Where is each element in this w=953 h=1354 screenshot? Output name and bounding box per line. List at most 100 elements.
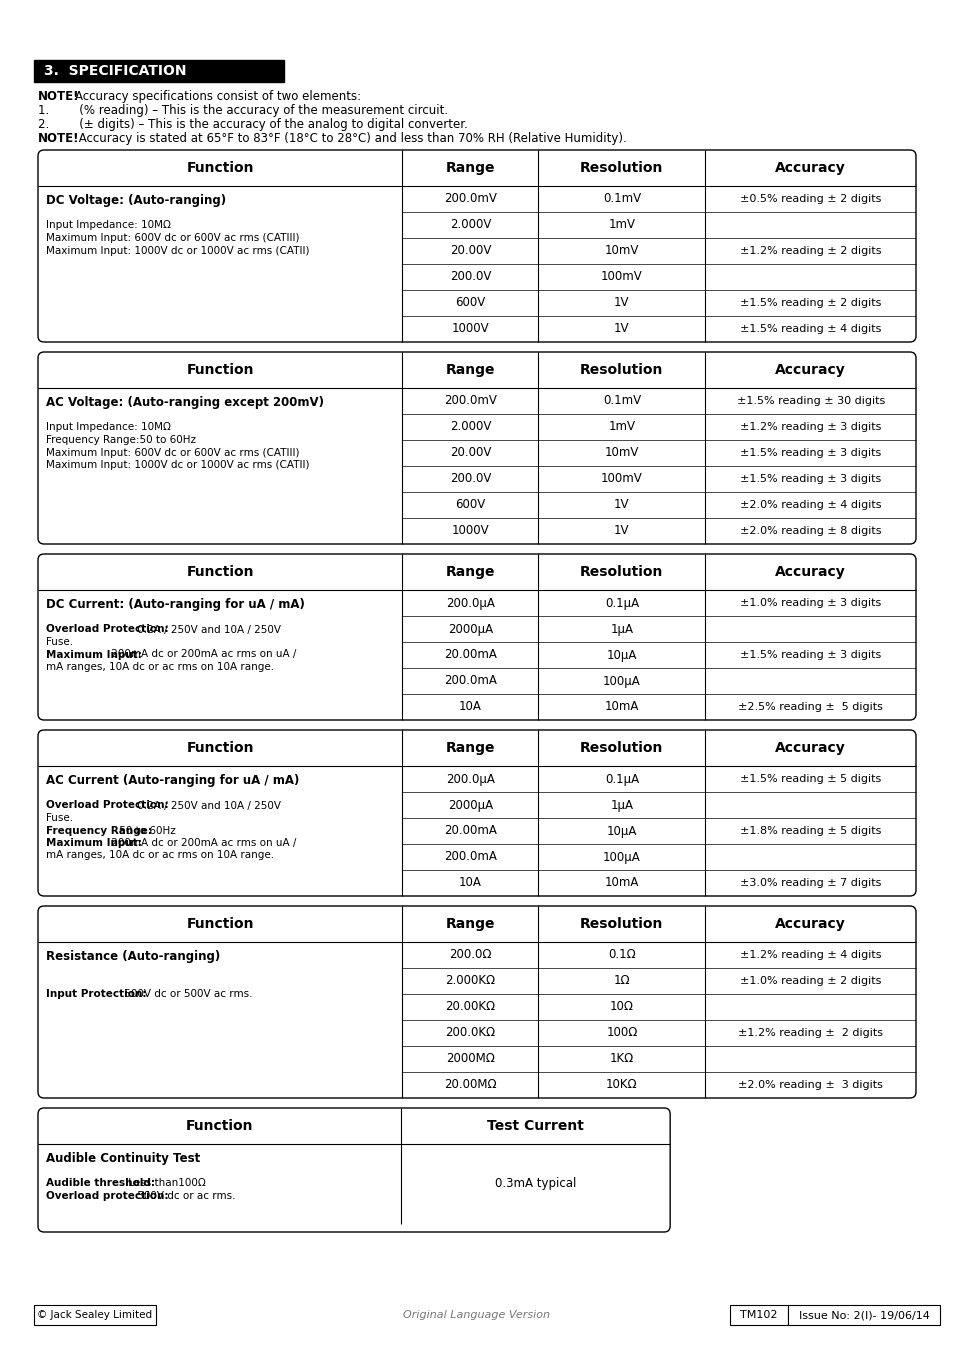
Text: 0.1μA: 0.1μA [604,597,639,609]
Text: 200.0V: 200.0V [449,473,491,486]
Text: 20.00V: 20.00V [449,447,491,459]
Bar [34,60,284,83]
Text: 1V: 1V [614,297,629,310]
Text: DC Current: (Auto-ranging for uA / mA): DC Current: (Auto-ranging for uA / mA) [46,598,305,611]
Text: Accuracy is stated at 65°F to 83°F (18°C to 28°C) and less than 70% RH (Relative: Accuracy is stated at 65°F to 83°F (18°C… [75,131,626,145]
Text: 200.0V: 200.0V [449,271,491,283]
Bar [787,1305,939,1326]
Text: 2.000KΩ: 2.000KΩ [445,975,495,987]
Text: Resolution: Resolution [579,363,663,376]
Text: 0.1Ω: 0.1Ω [607,949,635,961]
Text: 10A: 10A [458,876,481,890]
Text: Less than100Ω: Less than100Ω [125,1178,206,1189]
Text: 100Ω: 100Ω [605,1026,637,1040]
Text: 1mV: 1mV [608,218,635,232]
Text: Maximum Input: 600V dc or 600V ac rms (CATIII): Maximum Input: 600V dc or 600V ac rms (C… [46,233,299,242]
Text: 10μA: 10μA [606,649,637,662]
Text: ±2.0% reading ±  3 digits: ±2.0% reading ± 3 digits [738,1080,882,1090]
Text: 20.00V: 20.00V [449,245,491,257]
Text: Input Impedance: 10MΩ: Input Impedance: 10MΩ [46,221,171,230]
Text: Accuracy: Accuracy [775,161,845,175]
Text: 3.  SPECIFICATION: 3. SPECIFICATION [44,64,186,79]
FancyBboxPatch shape [38,352,915,544]
Text: 1μA: 1μA [610,799,633,811]
Text: Original Language Version: Original Language Version [403,1311,550,1320]
Text: Fuse.: Fuse. [46,812,73,823]
Text: 0.2A / 250V and 10A / 250V: 0.2A / 250V and 10A / 250V [133,800,281,811]
Text: Maximum Input: 1000V dc or 1000V ac rms (CATII): Maximum Input: 1000V dc or 1000V ac rms … [46,245,309,256]
Text: Frequency Range:: Frequency Range: [46,826,152,835]
Text: ±1.5% reading ± 3 digits: ±1.5% reading ± 3 digits [740,448,881,458]
Text: 200.0mA: 200.0mA [443,850,497,864]
Text: 200.0mV: 200.0mV [443,192,497,206]
FancyBboxPatch shape [38,730,915,896]
Text: ±2.0% reading ± 4 digits: ±2.0% reading ± 4 digits [740,500,881,510]
Text: 0.2A / 250V and 10A / 250V: 0.2A / 250V and 10A / 250V [133,624,281,635]
Text: 200mA dc or 200mA ac rms on uA /: 200mA dc or 200mA ac rms on uA / [108,650,295,659]
Text: 500V dc or 500V ac rms.: 500V dc or 500V ac rms. [121,988,252,999]
Text: Issue No: 2(I)- 19/06/14: Issue No: 2(I)- 19/06/14 [798,1311,928,1320]
Text: ±3.0% reading ± 7 digits: ±3.0% reading ± 7 digits [740,877,881,888]
Text: Overload Protection:: Overload Protection: [46,624,169,635]
Text: Range: Range [445,363,495,376]
Text: Function: Function [186,363,253,376]
Text: Overload Protection:: Overload Protection: [46,800,169,811]
Text: Range: Range [445,161,495,175]
Text: Maximum Input: 1000V dc or 1000V ac rms (CATII): Maximum Input: 1000V dc or 1000V ac rms … [46,460,309,470]
Text: 200.0KΩ: 200.0KΩ [445,1026,495,1040]
Text: NOTE!: NOTE! [38,89,79,103]
FancyBboxPatch shape [38,150,915,343]
Text: 1mV: 1mV [608,421,635,433]
Text: Function: Function [186,1118,253,1133]
Text: Accuracy specifications consist of two elements:: Accuracy specifications consist of two e… [75,89,361,103]
Text: 1Ω: 1Ω [613,975,630,987]
Text: 2.000V: 2.000V [449,421,491,433]
Text: mA ranges, 10A dc or ac rms on 10A range.: mA ranges, 10A dc or ac rms on 10A range… [46,662,274,672]
Text: mA ranges, 10A dc or ac rms on 10A range.: mA ranges, 10A dc or ac rms on 10A range… [46,850,274,861]
Text: NOTE!: NOTE! [38,131,79,145]
Text: Accuracy: Accuracy [775,741,845,756]
Text: ±1.0% reading ± 3 digits: ±1.0% reading ± 3 digits [740,598,881,608]
Text: ±1.5% reading ± 30 digits: ±1.5% reading ± 30 digits [736,395,883,406]
Text: ±1.2% reading ± 3 digits: ±1.2% reading ± 3 digits [740,422,881,432]
Bar [729,1305,787,1326]
Text: 0.1μA: 0.1μA [604,773,639,785]
Text: 200.0mV: 200.0mV [443,394,497,408]
Text: Maximum Input:: Maximum Input: [46,838,142,848]
Text: 10mA: 10mA [604,700,639,714]
FancyBboxPatch shape [38,554,915,720]
Text: 1000V: 1000V [451,524,489,538]
Text: ±1.5% reading ± 4 digits: ±1.5% reading ± 4 digits [740,324,881,334]
Text: 1000V: 1000V [451,322,489,336]
Text: 200.0μA: 200.0μA [445,773,495,785]
Text: 1V: 1V [614,498,629,512]
Text: ±1.5% reading ± 2 digits: ±1.5% reading ± 2 digits [740,298,881,307]
Text: Fuse.: Fuse. [46,636,73,647]
Text: Function: Function [186,741,253,756]
Text: ±0.5% reading ± 2 digits: ±0.5% reading ± 2 digits [740,194,881,204]
Text: Resistance (Auto-ranging): Resistance (Auto-ranging) [46,951,220,963]
Text: Accuracy: Accuracy [775,565,845,580]
Text: 10Ω: 10Ω [609,1001,633,1014]
Text: Frequency Range:50 to 60Hz: Frequency Range:50 to 60Hz [46,435,195,445]
Text: © Jack Sealey Limited: © Jack Sealey Limited [37,1311,152,1320]
Text: 2.        (± digits) – This is the accuracy of the analog to digital converter.: 2. (± digits) – This is the accuracy of … [38,118,467,131]
Text: 600V: 600V [455,297,485,310]
Text: 10mV: 10mV [604,245,639,257]
Text: Resolution: Resolution [579,565,663,580]
Text: Overload protection:: Overload protection: [46,1192,169,1201]
Text: 0.1mV: 0.1mV [602,394,640,408]
Text: 600V: 600V [455,498,485,512]
Text: ±1.5% reading ± 3 digits: ±1.5% reading ± 3 digits [740,650,881,659]
Text: 1.        (% reading) – This is the accuracy of the measurement circuit.: 1. (% reading) – This is the accuracy of… [38,104,448,116]
Text: 500V dc or ac rms.: 500V dc or ac rms. [133,1192,235,1201]
Text: ±2.0% reading ± 8 digits: ±2.0% reading ± 8 digits [740,525,881,536]
Text: 20.00MΩ: 20.00MΩ [444,1079,497,1091]
Text: 100mV: 100mV [600,271,642,283]
Text: 50 to 60Hz: 50 to 60Hz [116,826,176,835]
Text: Function: Function [186,161,253,175]
Text: 1V: 1V [614,524,629,538]
Text: Accuracy: Accuracy [775,363,845,376]
Text: ±1.2% reading ± 2 digits: ±1.2% reading ± 2 digits [740,246,881,256]
Text: 100μA: 100μA [602,674,640,688]
